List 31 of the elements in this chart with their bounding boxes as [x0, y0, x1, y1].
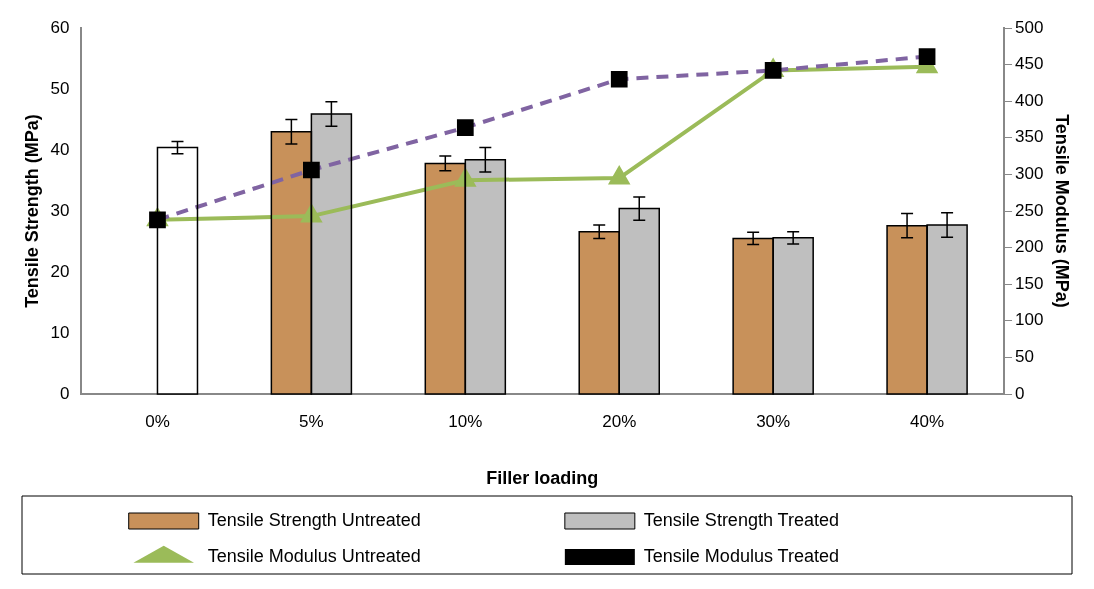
- legend-label: Tensile Modulus Untreated: [207, 545, 547, 566]
- y-tick-label: 0: [60, 383, 70, 403]
- x-axis-title: Filler loading: [486, 468, 599, 489]
- legend-label: Tensile Strength Untreated: [207, 509, 547, 530]
- y2-tick-label: 100: [1015, 310, 1044, 330]
- x-tick-label: 40%: [910, 411, 945, 431]
- y-tick-label: 20: [50, 261, 70, 281]
- y2-tick-label: 400: [1015, 90, 1044, 110]
- y2-tick-label: 150: [1015, 273, 1044, 293]
- x-tick-label: 0%: [145, 411, 170, 431]
- x-tick-label: 5%: [299, 411, 324, 431]
- legend-label: Tensile Strength Treated: [643, 509, 965, 530]
- y2-tick-label: 500: [1015, 17, 1044, 37]
- y2-tick-label: 200: [1015, 237, 1044, 257]
- y2-tick-label: 300: [1015, 164, 1044, 184]
- y2-tick-label: 250: [1015, 200, 1044, 220]
- y2-tick-label: 0: [1015, 383, 1025, 403]
- y-tick-label: 50: [50, 78, 70, 98]
- y-tick-label: 60: [50, 17, 70, 37]
- y2-tick-label: 450: [1015, 54, 1044, 74]
- x-tick-label: 30%: [756, 411, 791, 431]
- y-tick-label: 40: [50, 139, 70, 159]
- y-tick-label: 10: [50, 322, 70, 342]
- y2-tick-label: 50: [1015, 347, 1034, 367]
- y-tick-label: 30: [50, 200, 70, 220]
- y2-axis-title: Tensile Modulus (MPa): [1052, 114, 1073, 308]
- x-tick-label: 20%: [602, 411, 637, 431]
- legend-label: Tensile Modulus Treated: [643, 545, 965, 566]
- x-tick-label: 10%: [448, 411, 483, 431]
- y-axis-title: Tensile Strength (MPa): [21, 114, 42, 308]
- y2-tick-label: 350: [1015, 127, 1044, 147]
